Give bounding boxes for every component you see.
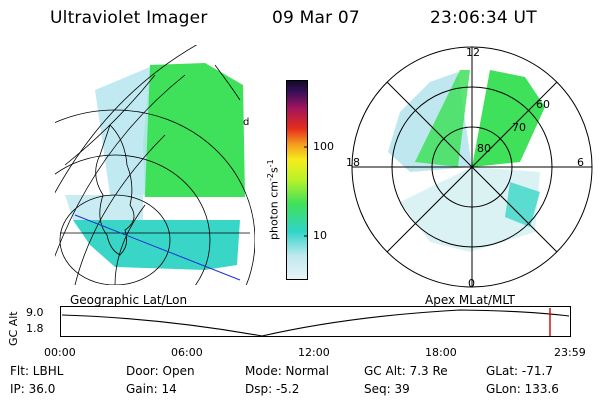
time-tick-2: 12:00	[298, 346, 330, 359]
missing-data-gap	[145, 197, 255, 219]
gc-alt-curve	[61, 309, 570, 337]
edge-label: d	[243, 117, 250, 128]
aurora-region-lower	[73, 220, 240, 270]
status-filter: Flt: LBHL	[10, 364, 64, 378]
aurora-region	[143, 63, 245, 197]
polar-label-12: 12	[466, 46, 480, 59]
polar-label-0: 0	[468, 277, 475, 290]
geographic-image	[55, 45, 255, 285]
gc-alt-axis-label: GC Alt	[7, 311, 20, 346]
time-tick-4: 23:59	[554, 346, 586, 359]
status-dsp: Dsp: -5.2	[245, 382, 300, 396]
terminator-line	[74, 214, 241, 281]
y-tick-max: 9.0	[26, 306, 44, 319]
polar-aurora	[472, 70, 545, 167]
gc-alt-timeline	[60, 306, 571, 337]
status-glat: GLat: -71.7	[486, 364, 553, 378]
status-ip: IP: 36.0	[10, 382, 56, 396]
time-label: 23:06:34 UT	[430, 8, 537, 28]
polar-lat-60: 60	[536, 98, 550, 111]
polar-lat-70: 70	[512, 121, 526, 134]
time-tick-1: 06:00	[171, 346, 203, 359]
time-tick-3: 18:00	[425, 346, 457, 359]
status-gc-alt: GC Alt: 7.3 Re	[364, 364, 448, 378]
diffuse-region	[95, 67, 150, 195]
lat-lon-grid	[55, 45, 255, 285]
color-bar	[286, 80, 308, 280]
polar-label-18: 18	[346, 156, 360, 169]
y-tick-min: 1.8	[26, 322, 44, 335]
time-tick-0: 00:00	[44, 346, 76, 359]
status-door: Door: Open	[126, 364, 195, 378]
status-glon: GLon: 133.6	[486, 382, 559, 396]
polar-label-6: 6	[577, 156, 584, 169]
color-bar-units: photon cm-2s-1	[266, 159, 281, 240]
diffuse-region-lower	[65, 195, 143, 220]
polar-lat-80: 80	[477, 142, 491, 155]
status-gain: Gain: 14	[126, 382, 177, 396]
color-bar-tick-high: 100	[313, 140, 334, 153]
instrument-title: Ultraviolet Imager	[50, 8, 208, 28]
status-seq: Seq: 39	[364, 382, 410, 396]
polar-image	[351, 46, 593, 288]
polar-grid	[351, 46, 593, 288]
geographic-panel-label: Geographic Lat/Lon	[70, 293, 188, 307]
apex-panel-label: Apex MLat/MLT	[425, 293, 515, 307]
color-bar-tick-low: 10	[313, 229, 327, 242]
coastline	[95, 124, 135, 256]
status-mode: Mode: Normal	[245, 364, 329, 378]
date-label: 09 Mar 07	[272, 8, 360, 28]
